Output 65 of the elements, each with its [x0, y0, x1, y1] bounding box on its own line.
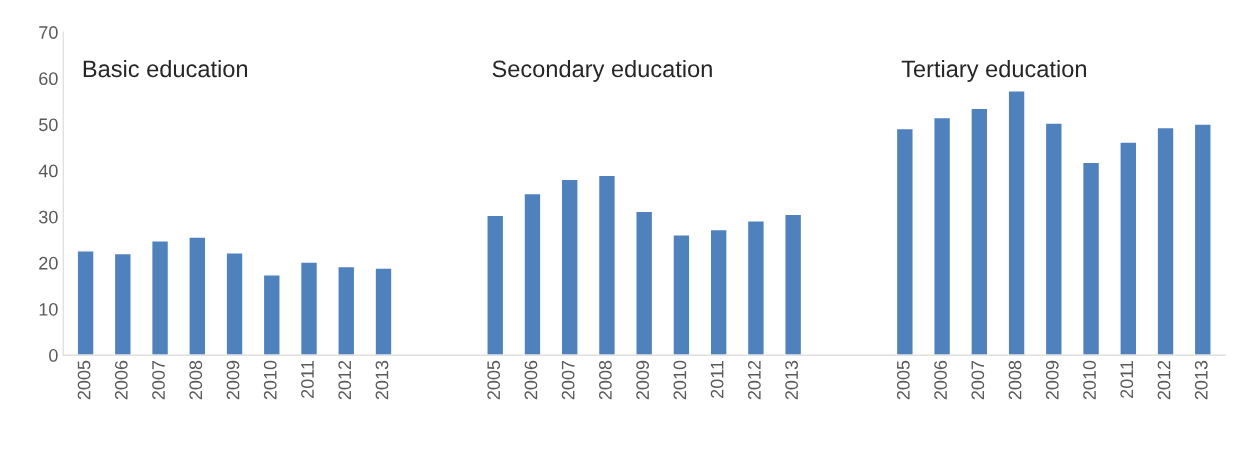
x-tick-label: 2007 [971, 360, 985, 400]
x-tick-label: 2009 [1045, 360, 1059, 400]
bar [1119, 141, 1138, 356]
bar [784, 213, 803, 356]
x-tick-label: 2011 [1120, 360, 1134, 398]
y-tick-label: 60 [39, 72, 58, 86]
bar [150, 240, 170, 356]
y-tick-label: 20 [39, 256, 58, 270]
x-tick-label: 2012 [747, 360, 761, 400]
bar [76, 250, 95, 356]
bar [933, 116, 952, 356]
x-tick-label: 2012 [338, 360, 352, 400]
bar [635, 210, 654, 356]
y-tick-label: 40 [38, 164, 58, 178]
bar [1007, 90, 1026, 356]
x-tick-label: 2012 [1157, 360, 1171, 400]
x-tick-label: 2006 [524, 360, 538, 400]
x-tick-label: 2009 [226, 360, 240, 400]
bar [672, 234, 691, 356]
y-tick-label: 70 [39, 26, 58, 39]
bar [895, 127, 914, 356]
x-tick-label: 2007 [152, 360, 165, 400]
x-tick-label: 2008 [189, 360, 203, 400]
x-tick-label: 2013 [1194, 360, 1208, 400]
y-tick-label: 30 [38, 210, 58, 224]
x-tick-label: 2010 [263, 360, 277, 400]
bar [970, 107, 989, 356]
bar [262, 274, 281, 356]
bar [597, 174, 617, 356]
x-tick-label: 2011 [710, 360, 724, 398]
annotation: Secondary education [492, 59, 712, 82]
x-tick-label: 2010 [673, 360, 687, 400]
bar [225, 252, 244, 356]
bar [337, 265, 356, 356]
x-tick-label: 2009 [636, 360, 650, 400]
bar [709, 228, 728, 356]
bar [486, 214, 505, 356]
x-tick-label: 2005 [896, 360, 910, 400]
annotation: Tertiary education [901, 59, 1086, 82]
x-tick-label: 2008 [599, 360, 612, 400]
y-tick-label: 0 [49, 349, 58, 362]
annotation: Basic education [83, 59, 248, 78]
x-tick-label: 2013 [375, 360, 389, 400]
bar [1044, 122, 1063, 356]
bar [746, 220, 765, 356]
bar [523, 192, 542, 356]
x-tick-label: 2006 [934, 360, 947, 400]
y-tick-label: 10 [39, 302, 58, 316]
x-tick-label: 2007 [561, 360, 575, 400]
y-tick-label: 50 [39, 118, 58, 132]
bar [1081, 161, 1101, 356]
bar [1156, 126, 1175, 356]
x-tick-label: 2006 [114, 360, 128, 400]
bar [113, 252, 132, 356]
x-tick-label: 2005 [487, 360, 501, 400]
bar [299, 261, 319, 356]
bar [560, 178, 579, 356]
x-tick-label: 2005 [77, 360, 91, 400]
x-tick-label: 2010 [1083, 360, 1096, 400]
x-tick-label: 2008 [1008, 360, 1022, 400]
x-tick-label: 2013 [785, 360, 798, 400]
x-tick-label: 2011 [301, 360, 314, 398]
bar [188, 236, 207, 356]
bar [1193, 123, 1212, 356]
bar [374, 267, 393, 356]
